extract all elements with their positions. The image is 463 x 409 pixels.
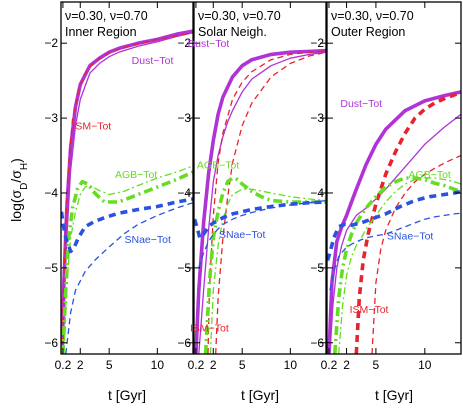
series-line-ism-dashed-thin — [61, 32, 193, 354]
x-axis-title: t [Gyr] — [375, 387, 413, 403]
x-tick-label: 10 — [418, 358, 432, 372]
y-tick-label: −5 — [44, 261, 58, 275]
x-tick-label: 2 — [210, 358, 217, 372]
series-line-dust-solid-thick — [194, 48, 326, 354]
panel-2: −2 −3 −4 −5 −6 0.2 2 5 10 ν=0.30, ν=0.70 Solar Nei… — [177, 1, 327, 403]
series-line-agb-dashdot-thin — [338, 177, 461, 354]
x-axis-title: t [Gyr] — [241, 387, 279, 403]
series-label-ism: ISM−Tot — [190, 323, 229, 335]
series-line-agb-dashdot-thin — [63, 165, 193, 354]
panel-title: ν=0.30, ν=0.70 — [65, 9, 148, 23]
series-label-agb: AGB−Tot — [115, 169, 157, 181]
panel-3: −2 −3 −4 −5 −6 0.2 2 5 10 ν=0.30, ν=0.70 Outer Reg… — [310, 1, 462, 403]
x-tick-label: 0.2 — [55, 358, 72, 372]
series-group — [327, 90, 461, 354]
y-tick-label: −4 — [310, 186, 324, 200]
panel-subtitle: Solar Neigh. — [198, 25, 267, 39]
series-label-snae: SNae−Tot — [387, 230, 433, 242]
y-tick-label: −4 — [44, 186, 58, 200]
series-label-ism: ISM−Tot — [350, 304, 389, 316]
y-tick-label: −2 — [177, 36, 191, 50]
series-line-ism-dashed-thin — [371, 154, 461, 354]
x-tick-label: 2 — [77, 358, 84, 372]
panel-subtitle: Inner Region — [65, 25, 137, 39]
x-tick-label: 5 — [106, 358, 113, 372]
y-tick-label: −5 — [310, 261, 324, 275]
panel-title: ν=0.30, ν=0.70 — [198, 9, 281, 23]
y-tick-label: −6 — [44, 336, 58, 350]
y-tick-label: −2 — [44, 36, 58, 50]
y-tick-label: −3 — [310, 111, 324, 125]
y-tick-label: −4 — [177, 186, 191, 200]
x-tick-label: 5 — [373, 358, 380, 372]
series-label-dust: Dust−Tot — [340, 98, 382, 110]
x-axis-title: t [Gyr] — [108, 387, 146, 403]
series-group — [194, 48, 326, 354]
panel-1: −2 −3 −4 −5 −6 0.2 2 5 10 ν=0.30, ν=0.70 Inner Reg… — [44, 1, 194, 403]
series-line-snae-dashed-thin — [198, 199, 326, 269]
y-tick-label: −3 — [44, 111, 58, 125]
x-tick-label: 0.2 — [321, 358, 338, 372]
series-group — [61, 29, 193, 354]
series-line-dust-solid-thick — [61, 29, 193, 354]
panels: −2 −3 −4 −5 −6 0.2 2 5 10 ν=0.30, ν=0.70 Inner Reg… — [44, 1, 462, 403]
x-tick-label: 10 — [151, 358, 165, 372]
panel-frame — [193, 1, 327, 355]
x-tick-label: 5 — [239, 358, 246, 372]
series-label-dust: Dust−Tot — [188, 38, 230, 50]
x-tick-label: 0.2 — [188, 358, 205, 372]
x-tick-label: 10 — [284, 358, 298, 372]
series-line-ism-dashed-thick — [354, 90, 461, 354]
y-tick-label: −5 — [177, 261, 191, 275]
series-line-agb-dashdot-thin — [209, 188, 326, 354]
series-label-agb: AGB−Tot — [197, 159, 239, 171]
series-line-dust-solid-thin — [329, 113, 461, 354]
series-label-agb: AGB−Tot — [409, 169, 451, 181]
panel-frame — [326, 1, 462, 355]
series-line-snae-dashed-thin — [329, 212, 461, 291]
series-label-dust: Dust−Tot — [132, 55, 174, 67]
y-tick-label: −6 — [310, 336, 324, 350]
series-line-dust-solid-thin — [61, 32, 193, 354]
series-line-snae-dashed-thick — [61, 197, 193, 254]
series-line-ism-dashed-thin — [215, 51, 326, 354]
series-line-snae-dashed-thick — [327, 189, 461, 261]
series-label-ism: ISM−Tot — [72, 120, 111, 132]
panel-subtitle: Outer Region — [331, 25, 405, 39]
series-line-agb-dashdot-thick — [61, 170, 193, 354]
series-label-snae: SNae−Tot — [125, 234, 171, 246]
series-line-dust-solid-thin — [198, 51, 326, 354]
series-line-agb-dashdot-thick — [203, 176, 326, 354]
series-line-dust-solid-thick — [327, 90, 461, 354]
x-tick-label: 2 — [343, 358, 350, 372]
y-axis-title: log(σD/σH) — [8, 158, 30, 222]
y-tick-label: −6 — [177, 336, 191, 350]
y-tick-label: −3 — [177, 111, 191, 125]
series-line-snae-dashed-thick — [194, 200, 326, 240]
series-label-snae: SNae−Tot — [219, 229, 265, 241]
panel-frame — [60, 1, 194, 355]
y-tick-label: −2 — [310, 36, 324, 50]
series-line-agb-dashdot-thick — [333, 176, 461, 354]
series-line-snae-dashed-thin — [65, 202, 193, 354]
panel-title: ν=0.30, ν=0.70 — [331, 9, 414, 23]
